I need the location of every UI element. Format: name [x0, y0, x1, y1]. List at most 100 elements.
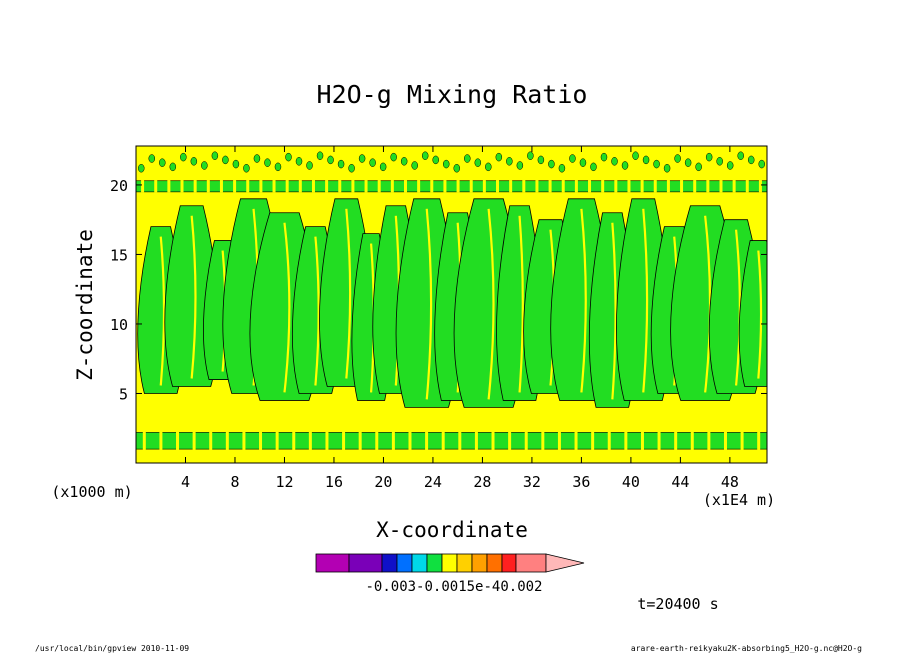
band-gap — [219, 180, 223, 193]
upper-blob — [337, 159, 345, 169]
band-gap — [624, 431, 628, 450]
upper-blob — [663, 163, 671, 173]
plume-slit — [611, 222, 617, 400]
y-tick-label: 20 — [110, 177, 128, 195]
band-gap — [443, 180, 447, 193]
upper-blob — [180, 152, 187, 162]
band-gap — [233, 180, 237, 193]
band-gap — [666, 180, 670, 193]
band-gap — [627, 180, 631, 193]
plume-slit — [518, 215, 524, 393]
y-tick-label: 5 — [119, 385, 128, 403]
band-gap — [541, 431, 545, 450]
plot-area — [136, 146, 767, 463]
band-gap — [548, 180, 552, 193]
upper-blob — [253, 154, 261, 163]
plume-slit — [283, 222, 291, 393]
band-gap — [206, 180, 210, 193]
band-gap — [591, 431, 595, 450]
colorbar-cell — [501, 553, 517, 573]
upper-blob — [274, 162, 282, 172]
band-gap — [342, 431, 346, 450]
footer-left: /usr/local/bin/gpview 2010-11-09 — [35, 644, 189, 653]
x-tick-label: 40 — [622, 473, 640, 491]
colorbar-cell — [515, 553, 547, 573]
band-gap — [496, 180, 500, 193]
band-gap — [259, 180, 263, 193]
upper-blob — [358, 154, 366, 163]
moist-band — [136, 432, 767, 450]
band-gap — [732, 180, 736, 193]
colorbar-cell — [426, 553, 443, 573]
band-gap — [358, 431, 362, 450]
band-gap — [246, 180, 250, 193]
band-gap — [242, 431, 246, 450]
upper-blob — [306, 161, 313, 170]
upper-blob — [516, 161, 524, 170]
band-gap — [524, 431, 528, 450]
band-gap — [441, 431, 445, 450]
upper-blob — [327, 155, 334, 165]
band-gap — [719, 180, 723, 193]
upper-blob — [527, 151, 534, 160]
band-gap — [557, 431, 561, 450]
upper-blob — [379, 162, 387, 172]
x-axis-label: X-coordinate — [376, 518, 528, 542]
band-gap — [706, 180, 710, 193]
upper-blob — [611, 157, 618, 166]
upper-blob — [485, 162, 492, 172]
band-gap — [653, 180, 657, 193]
colorbar-cell — [315, 553, 350, 573]
band-gap — [272, 180, 276, 193]
x-tick-label: 44 — [671, 473, 689, 491]
band-gap — [757, 431, 761, 450]
band-gap — [640, 431, 644, 450]
band-gap — [209, 431, 213, 450]
x-tick-label: 12 — [275, 473, 293, 491]
upper-blob — [159, 158, 166, 167]
band-gap — [456, 180, 460, 193]
upper-blob — [348, 163, 355, 173]
upper-blob — [747, 155, 755, 165]
band-gap — [193, 180, 197, 193]
upper-blob — [232, 159, 240, 169]
plume-slit — [580, 208, 587, 393]
upper-blob — [264, 158, 271, 167]
colorbar-cell — [441, 553, 458, 573]
x-tick-label: 32 — [523, 473, 541, 491]
band-gap — [308, 431, 312, 450]
band-gap — [325, 431, 329, 450]
upper-blob — [726, 161, 734, 170]
plume-slit — [314, 236, 320, 386]
band-gap — [469, 180, 473, 193]
band-gap — [425, 431, 429, 450]
band-gap — [176, 431, 180, 450]
chart-title: H2O-g Mixing Ratio — [317, 80, 588, 109]
upper-blob — [285, 152, 292, 162]
upper-blob — [211, 151, 219, 160]
x-tick-label: 28 — [473, 473, 491, 491]
band-gap — [408, 431, 412, 450]
band-gap — [758, 180, 762, 193]
band-gap — [745, 180, 749, 193]
band-gap — [561, 180, 565, 193]
colorbar — [315, 553, 585, 573]
band-gap — [180, 180, 184, 193]
upper-blob — [579, 158, 587, 167]
plume-slit — [757, 250, 763, 379]
band-gap — [391, 431, 395, 450]
upper-blob — [201, 161, 208, 170]
upper-blob — [642, 155, 650, 165]
upper-blob — [632, 151, 639, 160]
upper-blob — [548, 159, 555, 169]
y-axis-label: Z-coordinate — [73, 229, 97, 381]
upper-blob — [558, 163, 566, 173]
upper-blob — [222, 155, 229, 165]
upper-blob — [190, 157, 198, 166]
moist-plumes — [137, 151, 767, 408]
band-gap — [482, 180, 486, 193]
upper-blob — [169, 162, 177, 172]
colorbar-cell — [411, 553, 428, 573]
upper-blob — [600, 152, 608, 162]
